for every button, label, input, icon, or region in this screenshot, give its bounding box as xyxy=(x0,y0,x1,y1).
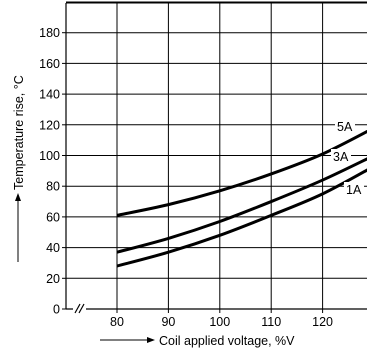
series-lines xyxy=(116,129,367,268)
y-tick-label: 120 xyxy=(39,118,60,132)
x-axis-title: Coil applied voltage, %V xyxy=(159,334,295,348)
series-line-5a xyxy=(116,129,367,217)
y-axis-arrow-head xyxy=(15,193,21,201)
y-tick-label: 140 xyxy=(39,88,60,102)
y-tick-label: 80 xyxy=(46,180,60,194)
series-line-1a xyxy=(116,168,367,268)
series-line-3a xyxy=(116,157,367,254)
y-tick-label: 0 xyxy=(53,303,60,317)
series-labels: 5A 3A 1A xyxy=(331,119,364,197)
y-tick-label: 180 xyxy=(39,26,60,40)
x-tick-label: 80 xyxy=(110,315,124,329)
series-label-bg xyxy=(335,119,355,133)
y-axis-title-group: Temperature rise, °C xyxy=(12,75,26,262)
x-axis-arrow-head xyxy=(147,337,155,343)
x-tick-label: 110 xyxy=(261,315,281,329)
y-axis-title: Temperature rise, °C xyxy=(12,75,26,190)
series-label-bg xyxy=(331,149,351,163)
series-label-1a: 1A xyxy=(346,183,362,197)
x-tick-label: 90 xyxy=(161,315,175,329)
series-label-5a: 5A xyxy=(337,120,353,134)
axis-break-gap xyxy=(73,304,86,314)
axis-break-slash-2 xyxy=(78,303,85,314)
x-tick-label: 120 xyxy=(312,315,333,329)
x-axis-title-group: Coil applied voltage, %V xyxy=(100,334,295,348)
y-tick-label: 20 xyxy=(46,272,60,286)
axis-break-marks xyxy=(73,303,86,314)
grid xyxy=(66,1,367,309)
axis-break-slash-1 xyxy=(74,303,81,314)
y-tick-label: 100 xyxy=(39,149,60,163)
axes xyxy=(62,2,367,313)
series-label-bg xyxy=(344,182,364,196)
y-tick-label: 60 xyxy=(46,210,60,224)
series-label-3a: 3A xyxy=(333,150,349,164)
tick-labels: 0 20 40 60 80 100 120 140 160 180 80 90 100 110 120 xyxy=(39,26,333,329)
y-tick-label: 160 xyxy=(39,57,60,71)
x-tick-label: 100 xyxy=(209,315,230,329)
y-tick-label: 40 xyxy=(46,241,60,255)
